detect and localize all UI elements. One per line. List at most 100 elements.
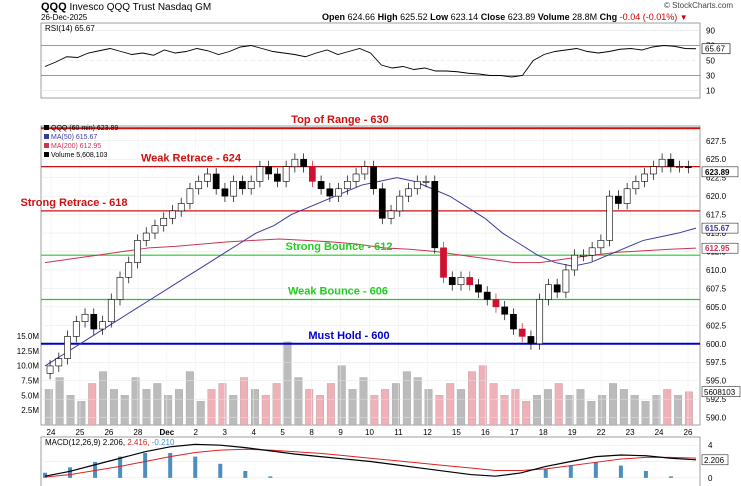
volume-tick-label: 7.5M — [21, 376, 39, 385]
candle-body — [291, 158, 299, 167]
rsi-legend: RSI(14) 65.67 — [45, 24, 95, 33]
volume-bar — [44, 389, 53, 426]
candle-body — [378, 188, 386, 219]
candle-body — [545, 284, 552, 300]
price-tick-label: 622.5 — [706, 174, 727, 183]
low-label: Low — [430, 12, 449, 22]
volume-bar — [370, 395, 379, 426]
volume-bar — [294, 377, 303, 426]
price-legend-item: Volume 5,608,103 — [51, 152, 108, 159]
volume-bar — [381, 389, 390, 426]
volume-bar — [652, 395, 661, 426]
volume-bar — [413, 377, 422, 426]
candle-body — [352, 173, 360, 182]
chart-date: 26-Dec-2025 — [41, 13, 88, 22]
x-tick-label: 18 — [539, 428, 548, 437]
volume-bar — [457, 389, 466, 426]
macd-histogram-bar — [168, 453, 173, 478]
x-tick-label: 23 — [626, 428, 635, 437]
price-tick-label: 607.5 — [706, 284, 727, 293]
x-tick-label: 11 — [394, 428, 403, 437]
ticker-symbol: QQQ — [41, 1, 67, 13]
candle-body — [553, 284, 561, 293]
candle-body — [676, 166, 683, 168]
ma200-value-label: 612.95 — [705, 244, 730, 253]
ticker-exchange: Nasdaq GM — [157, 2, 212, 13]
candle-body — [282, 166, 290, 182]
candle-body — [422, 181, 430, 183]
macd-histogram-bar — [193, 456, 198, 478]
macd-histogram-bar — [93, 461, 98, 478]
macd-value-box — [701, 454, 729, 466]
candle-body — [247, 181, 255, 190]
macd-histogram-bar — [68, 467, 73, 478]
candle-body — [134, 240, 141, 263]
x-tick-label: 15 — [452, 428, 461, 437]
candle-body — [615, 195, 622, 204]
rsi-value-box — [701, 43, 731, 55]
volume-bar — [467, 371, 476, 426]
candle-body — [466, 277, 474, 286]
volume-bar — [283, 341, 292, 426]
candle-body — [55, 358, 63, 367]
x-tick-label: 19 — [568, 428, 577, 437]
candle-body — [195, 181, 203, 190]
macd-tick-label: 0 — [708, 474, 713, 483]
candle-body — [343, 181, 351, 190]
rsi-tick-label: 10 — [706, 87, 715, 96]
candle-body — [588, 247, 596, 256]
x-tick-label: 2 — [194, 428, 199, 437]
x-tick-label: 28 — [133, 428, 142, 437]
macd-legend-part: MACD(12,26,9) — [45, 438, 103, 447]
candle-body — [684, 166, 692, 168]
volume-bar — [348, 389, 357, 426]
volume-value-label: 5608103 — [704, 388, 736, 397]
candle-body — [658, 158, 666, 167]
volume-bar — [261, 395, 270, 426]
volume-bar — [218, 383, 227, 426]
candle-body — [571, 254, 579, 271]
x-tick-label: 5 — [280, 428, 285, 437]
candle-body — [46, 365, 54, 374]
candle-body — [623, 188, 631, 204]
legend-swatch — [44, 125, 49, 130]
candle-body — [527, 336, 535, 345]
candle-body — [448, 277, 456, 286]
ticker-title: QQQ Invesco QQQ Trust Nasdaq GM — [41, 1, 211, 13]
volume-bar — [240, 377, 249, 426]
price-tick-label: 625.0 — [706, 155, 727, 164]
candle-body — [142, 232, 150, 241]
last-price-value-label: 623.89 — [705, 168, 730, 177]
candle-body — [597, 240, 605, 249]
macd-histogram-bar — [618, 465, 623, 478]
volume-bar — [272, 383, 281, 426]
volume-bar — [109, 389, 118, 426]
candle-body — [413, 181, 421, 190]
x-tick-label: 17 — [510, 428, 519, 437]
ma50-value-label: 615.67 — [705, 224, 730, 233]
macd-histogram-bar — [268, 476, 273, 478]
x-tick-label: 12 — [423, 428, 432, 437]
volume-bar — [619, 389, 628, 426]
candle-body — [536, 299, 544, 345]
candle-body — [160, 217, 168, 226]
volume-bar — [435, 395, 444, 426]
rsi-line — [44, 45, 697, 78]
volume-bar — [587, 401, 596, 426]
candle-body — [501, 306, 509, 315]
macd-tick-label: 4 — [708, 441, 713, 450]
volume-bar — [402, 371, 411, 426]
price-tick-label: 600.0 — [706, 340, 727, 349]
close-label: Close — [480, 12, 506, 22]
last-price-value-box — [701, 166, 739, 178]
volume-bar — [576, 389, 585, 426]
price-tick-label: 597.5 — [706, 358, 727, 367]
candle-body — [431, 181, 439, 249]
macd-histogram-bar — [568, 465, 573, 478]
candle-body — [265, 166, 273, 175]
macd-histogram-bar — [593, 461, 598, 478]
volume-bar — [565, 395, 574, 426]
macd-legend-part: 2.206, — [103, 438, 127, 447]
candle-body — [475, 284, 482, 293]
macd-histogram-bar — [118, 456, 123, 478]
